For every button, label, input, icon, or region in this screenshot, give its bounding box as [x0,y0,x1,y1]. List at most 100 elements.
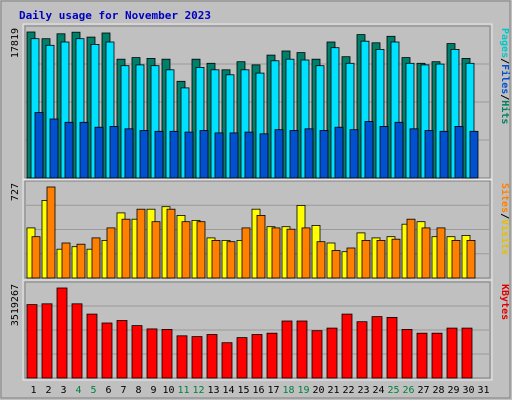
top-legend-pages: Pages [499,28,510,58]
bottom-legend-kbytes: KBytes [499,284,510,320]
middle-bar-sites-2 [46,186,56,279]
bottom-bar-kbytes-9 [146,328,158,379]
middle-bar-sites-22 [346,247,356,279]
x-tick-label-30: 30 [462,385,474,396]
bottom-bar-kbytes-14 [221,342,233,379]
x-tick-label-18: 18 [282,385,294,396]
top-bar-pages-18 [289,130,299,179]
middle-bar-sites-19 [301,227,311,279]
bottom-bar-kbytes-5 [86,313,98,379]
x-tick-label-9: 9 [150,385,156,396]
x-tick-label-22: 22 [342,385,354,396]
bottom-bar-kbytes-4 [71,303,83,379]
bottom-bar-kbytes-28 [431,332,443,379]
top-bar-pages-9 [154,130,164,179]
x-tick-label-20: 20 [312,385,324,396]
bottom-panel-bevel [22,279,493,381]
top-bar-pages-11 [184,131,194,179]
bottom-bar-kbytes-20 [311,330,323,379]
middle-panel: 727 Sites/Visits [10,178,511,281]
x-axis-labels: 1 2 3 4 5 6 7 8 9 10 11 12 13 14 15 16 17 18 19 20 21 22 23 24 2… [30,385,489,396]
top-bar-pages-3 [64,121,74,179]
middle-legend-visits: Visits [499,219,511,255]
top-bar-pages-27 [424,130,434,179]
top-bar-pages-23 [364,121,374,179]
top-legend-files: Files [499,64,511,94]
x-tick-label-26: 26 [402,385,414,396]
x-tick-label-15: 15 [237,385,249,396]
bottom-bar-kbytes-21 [326,327,338,379]
x-tick-label-8: 8 [135,385,141,396]
top-bar-pages-22 [349,129,359,179]
x-tick-label-6: 6 [105,385,111,396]
top-bar-pages-30 [469,130,479,179]
middle-bar-sites-18 [286,228,296,279]
middle-max-label: 727 [10,183,21,201]
bottom-bar-kbytes-7 [116,320,128,379]
bottom-bar-kbytes-26 [401,328,413,379]
middle-bar-sites-13 [211,239,221,279]
bottom-bar-kbytes-10 [161,328,173,379]
x-tick-label-14: 14 [222,385,234,396]
top-bar-pages-5 [94,126,104,179]
middle-legend-separator: / [499,213,510,219]
top-bar-pages-14 [229,132,239,179]
middle-bar-sites-10 [166,208,176,279]
middle-bar-sites-24 [376,239,386,279]
top-bar-pages-8 [139,130,149,179]
middle-bar-sites-29 [451,239,461,279]
x-tick-label-24: 24 [372,385,384,396]
bottom-bar-kbytes-17 [266,332,278,379]
top-bar-pages-10 [169,130,179,179]
middle-bar-sites-26 [406,218,416,279]
middle-bar-sites-23 [361,239,371,279]
bottom-bar-kbytes-15 [236,337,248,379]
bottom-bar-kbytes-30 [461,327,473,379]
middle-side-legend: Sites/Visits [499,183,511,255]
middle-bar-sites-6 [106,227,116,279]
bottom-bar-kbytes-18 [281,320,293,379]
x-tick-label-5: 5 [90,385,96,396]
middle-bar-sites-4 [76,243,86,279]
bottom-bar-kbytes-13 [206,334,218,379]
middle-bar-sites-30 [466,239,476,279]
top-bar-pages-16 [259,133,269,179]
bottom-bar-kbytes-16 [251,334,263,379]
x-tick-label-25: 25 [387,385,399,396]
bottom-bar-kbytes-25 [386,316,398,379]
top-bar-pages-29 [454,126,464,179]
x-tick-label-23: 23 [357,385,369,396]
top-legend-separator: / [499,94,510,100]
bottom-bar-kbytes-29 [446,327,458,379]
top-bar-pages-21 [334,126,344,179]
middle-bar-sites-16 [256,214,266,279]
bottom-bar-kbytes-2 [41,303,53,379]
top-bar-pages-4 [79,121,89,179]
x-tick-label-21: 21 [327,385,339,396]
x-tick-label-11: 11 [177,385,189,396]
top-legend-hits: Hits [499,100,511,124]
top-max-label: 17819 [10,28,21,58]
bottom-panel: 3519267 KBytes [10,279,510,381]
x-tick-label-12: 12 [192,385,204,396]
top-bar-pages-24 [379,126,389,179]
bottom-bar-kbytes-1 [26,304,38,379]
middle-bar-sites-27 [421,227,431,279]
bottom-max-label: 3519267 [10,284,21,326]
bottom-bar-kbytes-27 [416,332,428,379]
middle-bar-sites-14 [226,241,236,279]
top-bar-pages-6 [109,126,119,179]
x-tick-label-3: 3 [60,385,66,396]
middle-bar-sites-15 [241,227,251,279]
middle-bar-sites-17 [271,227,281,279]
middle-bar-sites-20 [316,241,326,279]
x-tick-label-31: 31 [477,385,489,396]
middle-legend-sites: Sites [499,183,511,213]
x-tick-label-2: 2 [45,385,51,396]
top-bar-pages-20 [319,130,329,179]
x-tick-label-16: 16 [252,385,264,396]
middle-bar-sites-28 [436,227,446,279]
